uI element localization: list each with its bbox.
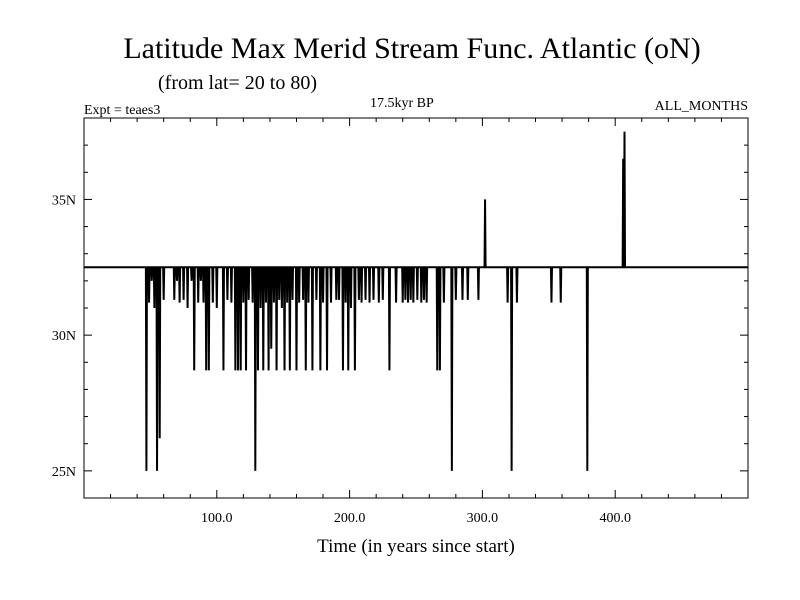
plot-area-frame (83, 117, 749, 499)
x-tick-label: 400.0 (599, 511, 631, 526)
x-tick-label: 100.0 (201, 511, 233, 526)
y-tick-labels: 25N 30N 35N (52, 193, 76, 479)
y-tick-label: 30N (52, 329, 76, 344)
axis-ticks (84, 117, 748, 499)
expt-label: Expt = teaes3 (84, 103, 160, 118)
x-tick-label: 200.0 (334, 511, 366, 526)
y-tick-label: 25N (52, 465, 76, 480)
x-tick-label: 300.0 (467, 511, 499, 526)
series-line (84, 131, 748, 471)
chart-subtitle: (from lat= 20 to 80) (158, 72, 317, 94)
data-series (84, 131, 748, 471)
x-tick-labels: 100.0 200.0 300.0 400.0 (201, 511, 631, 526)
period-label: 17.5kyr BP (370, 96, 434, 111)
x-axis-label: Time (in years since start) (317, 536, 515, 557)
y-tick-label: 35N (52, 193, 76, 208)
months-label: ALL_MONTHS (655, 99, 748, 114)
chart-title: Latitude Max Merid Stream Func. Atlantic… (123, 32, 700, 65)
